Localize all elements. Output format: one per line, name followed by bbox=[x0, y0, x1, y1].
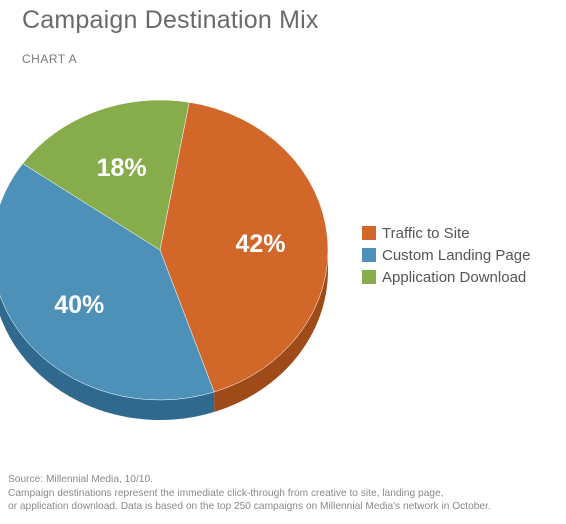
pie-label-custom-landing-page: 40% bbox=[54, 291, 104, 319]
legend-item-application-download: Application Download bbox=[362, 266, 530, 288]
pie-slices bbox=[0, 99, 329, 401]
legend-label: Custom Landing Page bbox=[382, 246, 531, 264]
pie-slice-application-download bbox=[22, 99, 190, 251]
legend-label: Traffic to Site bbox=[382, 224, 470, 242]
legend-swatch-application-download bbox=[362, 270, 376, 284]
legend-label: Application Download bbox=[382, 268, 527, 286]
pie-slice-custom-landing-page bbox=[0, 163, 215, 401]
pie-slice-traffic-to-site bbox=[159, 101, 329, 393]
footnote-line: Campaign destinations represent the imme… bbox=[8, 487, 444, 499]
footnote-line: or application download. Data is based o… bbox=[8, 501, 491, 512]
footnote: Source: Millennial Media, 10/10. Campaig… bbox=[8, 473, 564, 514]
chart-subtitle: CHART A bbox=[22, 52, 78, 66]
legend-item-custom-landing-page: Custom Landing Page bbox=[362, 244, 530, 266]
pie-chart: 42% 40% 18% bbox=[0, 99, 329, 420]
legend-swatch-custom-landing-page bbox=[362, 248, 376, 262]
footnote-source: Source: Millennial Media, 10/10. bbox=[8, 474, 153, 485]
pie-label-application-download: 18% bbox=[97, 154, 147, 182]
legend-swatch-traffic-to-site bbox=[362, 226, 376, 240]
pie-labels: 42% 40% 18% bbox=[54, 154, 285, 319]
pie-side-traffic-to-site bbox=[214, 250, 328, 412]
legend: Traffic to Site Custom Landing Page Appl… bbox=[362, 222, 530, 288]
pie-label-traffic-to-site: 42% bbox=[235, 230, 285, 258]
legend-item-traffic-to-site: Traffic to Site bbox=[362, 222, 530, 244]
chart-title: Campaign Destination Mix bbox=[22, 6, 319, 34]
